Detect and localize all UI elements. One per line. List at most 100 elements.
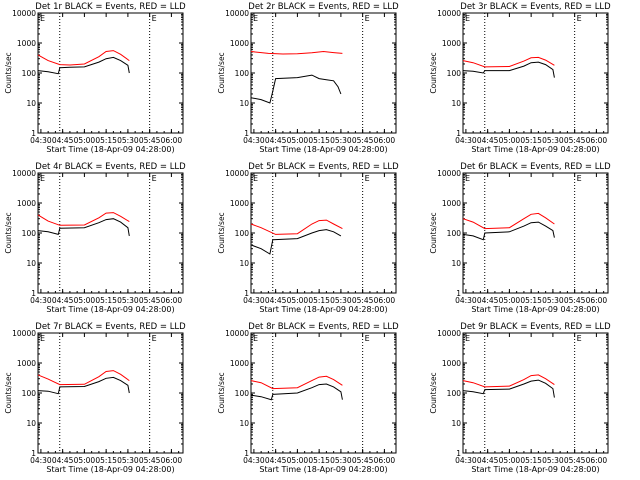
y-tick-label: 100 xyxy=(235,389,250,398)
corner-mark: E xyxy=(152,14,157,23)
x-tick-label: 05:30 xyxy=(542,136,564,145)
y-tick-label: 10 xyxy=(26,259,36,268)
x-tick-label: 05:30 xyxy=(330,456,352,465)
lld-series-line xyxy=(462,56,555,68)
x-tick-label: 04:45 xyxy=(265,136,287,145)
corner-mark: E xyxy=(40,334,45,343)
x-axis-label: Start Time (18-Apr-09 04:28:00) xyxy=(471,145,599,154)
x-tick-label: 06:00 xyxy=(374,136,396,145)
lld-series-line xyxy=(37,50,130,66)
x-tick-label: 06:00 xyxy=(374,296,396,305)
detector-panel: Det 3r BLACK = Events, RED = LLD E E 1 10 100… xyxy=(429,2,611,154)
y-tick-label: 10 xyxy=(451,99,461,108)
x-tick-label: 04:45 xyxy=(265,456,287,465)
panel-title: Det 7r BLACK = Events, RED = LLD xyxy=(35,322,186,332)
x-tick-label: 05:00 xyxy=(287,136,309,145)
corner-mark: E xyxy=(577,14,582,23)
x-tick-label: 04:45 xyxy=(52,296,74,305)
events-series-line xyxy=(462,221,555,241)
x-tick-label: 05:30 xyxy=(117,456,139,465)
lld-series-line xyxy=(462,374,555,388)
y-tick-label: 10000 xyxy=(437,169,461,178)
lld-series-line xyxy=(37,212,130,226)
y-axis-label: Counts/sec xyxy=(429,212,438,253)
x-tick-label: 05:00 xyxy=(499,296,521,305)
y-tick-label: 1000 xyxy=(230,39,249,48)
detector-panel: Det 8r BLACK = Events, RED = LLD E E 1 10 100… xyxy=(217,322,399,474)
x-tick-label: 04:45 xyxy=(477,296,499,305)
corner-mark: E xyxy=(152,174,157,183)
panel-title: Det 9r BLACK = Events, RED = LLD xyxy=(460,322,611,332)
x-tick-label: 04:45 xyxy=(477,136,499,145)
x-tick-label: 05:00 xyxy=(74,136,96,145)
events-series-line xyxy=(250,383,343,401)
corner-mark: E xyxy=(465,174,470,183)
x-tick-label: 05:45 xyxy=(139,136,161,145)
corner-mark: E xyxy=(253,334,258,343)
x-tick-label: 05:00 xyxy=(499,136,521,145)
x-tick-label: 05:15 xyxy=(520,456,542,465)
events-series-line xyxy=(250,229,342,255)
x-tick-label: 04:30 xyxy=(30,136,52,145)
y-axis-label: Counts/sec xyxy=(4,52,13,93)
y-tick-label: 10 xyxy=(239,419,249,428)
x-axis-label: Start Time (18-Apr-09 04:28:00) xyxy=(46,305,174,314)
y-tick-label: 10 xyxy=(26,99,36,108)
panel-title: Det 4r BLACK = Events, RED = LLD xyxy=(35,162,186,172)
y-tick-label: 10 xyxy=(451,419,461,428)
corner-mark: E xyxy=(40,14,45,23)
x-tick-label: 05:45 xyxy=(564,136,586,145)
lld-series-line xyxy=(250,219,343,235)
x-tick-label: 04:30 xyxy=(455,456,477,465)
x-axis-label: Start Time (18-Apr-09 04:28:00) xyxy=(46,465,174,474)
panel-title: Det 2r BLACK = Events, RED = LLD xyxy=(248,2,399,12)
panel-title: Det 6r BLACK = Events, RED = LLD xyxy=(460,162,611,172)
y-tick-label: 10000 xyxy=(12,329,36,338)
detector-panel: Det 1r BLACK = Events, RED = LLD E E 1 10 100… xyxy=(4,2,186,154)
panel-title: Det 1r BLACK = Events, RED = LLD xyxy=(35,2,186,12)
detector-panel: Det 2r BLACK = Events, RED = LLD E E 1 10 100… xyxy=(217,2,399,154)
y-tick-label: 1000 xyxy=(442,39,461,48)
detector-panel: Det 9r BLACK = Events, RED = LLD E E 1 10 100… xyxy=(429,322,611,474)
x-tick-label: 05:30 xyxy=(542,456,564,465)
panel-title: Det 5r BLACK = Events, RED = LLD xyxy=(248,162,399,172)
events-series-line xyxy=(37,56,130,75)
corner-mark: E xyxy=(253,14,258,23)
x-tick-label: 06:00 xyxy=(161,456,183,465)
y-tick-label: 1000 xyxy=(230,199,249,208)
y-tick-label: 1000 xyxy=(17,359,36,368)
x-tick-label: 06:00 xyxy=(161,136,183,145)
x-axis-label: Start Time (18-Apr-09 04:28:00) xyxy=(259,145,387,154)
x-tick-label: 05:15 xyxy=(308,456,330,465)
x-tick-label: 06:00 xyxy=(586,136,608,145)
detector-panel: Det 6r BLACK = Events, RED = LLD E E 1 10 100… xyxy=(429,162,611,314)
events-series-line xyxy=(462,379,555,398)
y-axis-label: Counts/sec xyxy=(4,212,13,253)
x-tick-label: 04:30 xyxy=(243,136,265,145)
x-tick-label: 05:45 xyxy=(564,456,586,465)
x-tick-label: 05:00 xyxy=(287,296,309,305)
x-tick-label: 05:30 xyxy=(330,296,352,305)
y-tick-label: 100 xyxy=(22,389,37,398)
events-series-line xyxy=(250,74,342,104)
lld-series-line xyxy=(462,212,555,230)
events-series-line xyxy=(37,218,130,236)
x-tick-label: 05:15 xyxy=(520,296,542,305)
x-tick-label: 06:00 xyxy=(374,456,396,465)
corner-mark: E xyxy=(40,174,45,183)
y-tick-label: 1000 xyxy=(230,359,249,368)
corner-mark: E xyxy=(253,174,258,183)
y-tick-label: 1 xyxy=(31,289,36,298)
x-tick-label: 05:15 xyxy=(95,136,117,145)
x-axis-label: Start Time (18-Apr-09 04:28:00) xyxy=(259,465,387,474)
x-tick-label: 05:45 xyxy=(352,456,374,465)
x-tick-label: 05:00 xyxy=(74,456,96,465)
x-axis-label: Start Time (18-Apr-09 04:28:00) xyxy=(259,305,387,314)
x-tick-label: 05:15 xyxy=(520,136,542,145)
x-tick-label: 05:15 xyxy=(95,296,117,305)
corner-mark: E xyxy=(152,334,157,343)
x-tick-label: 05:30 xyxy=(330,136,352,145)
y-tick-label: 100 xyxy=(22,69,37,78)
y-axis-label: Counts/sec xyxy=(429,372,438,413)
x-axis-label: Start Time (18-Apr-09 04:28:00) xyxy=(471,465,599,474)
